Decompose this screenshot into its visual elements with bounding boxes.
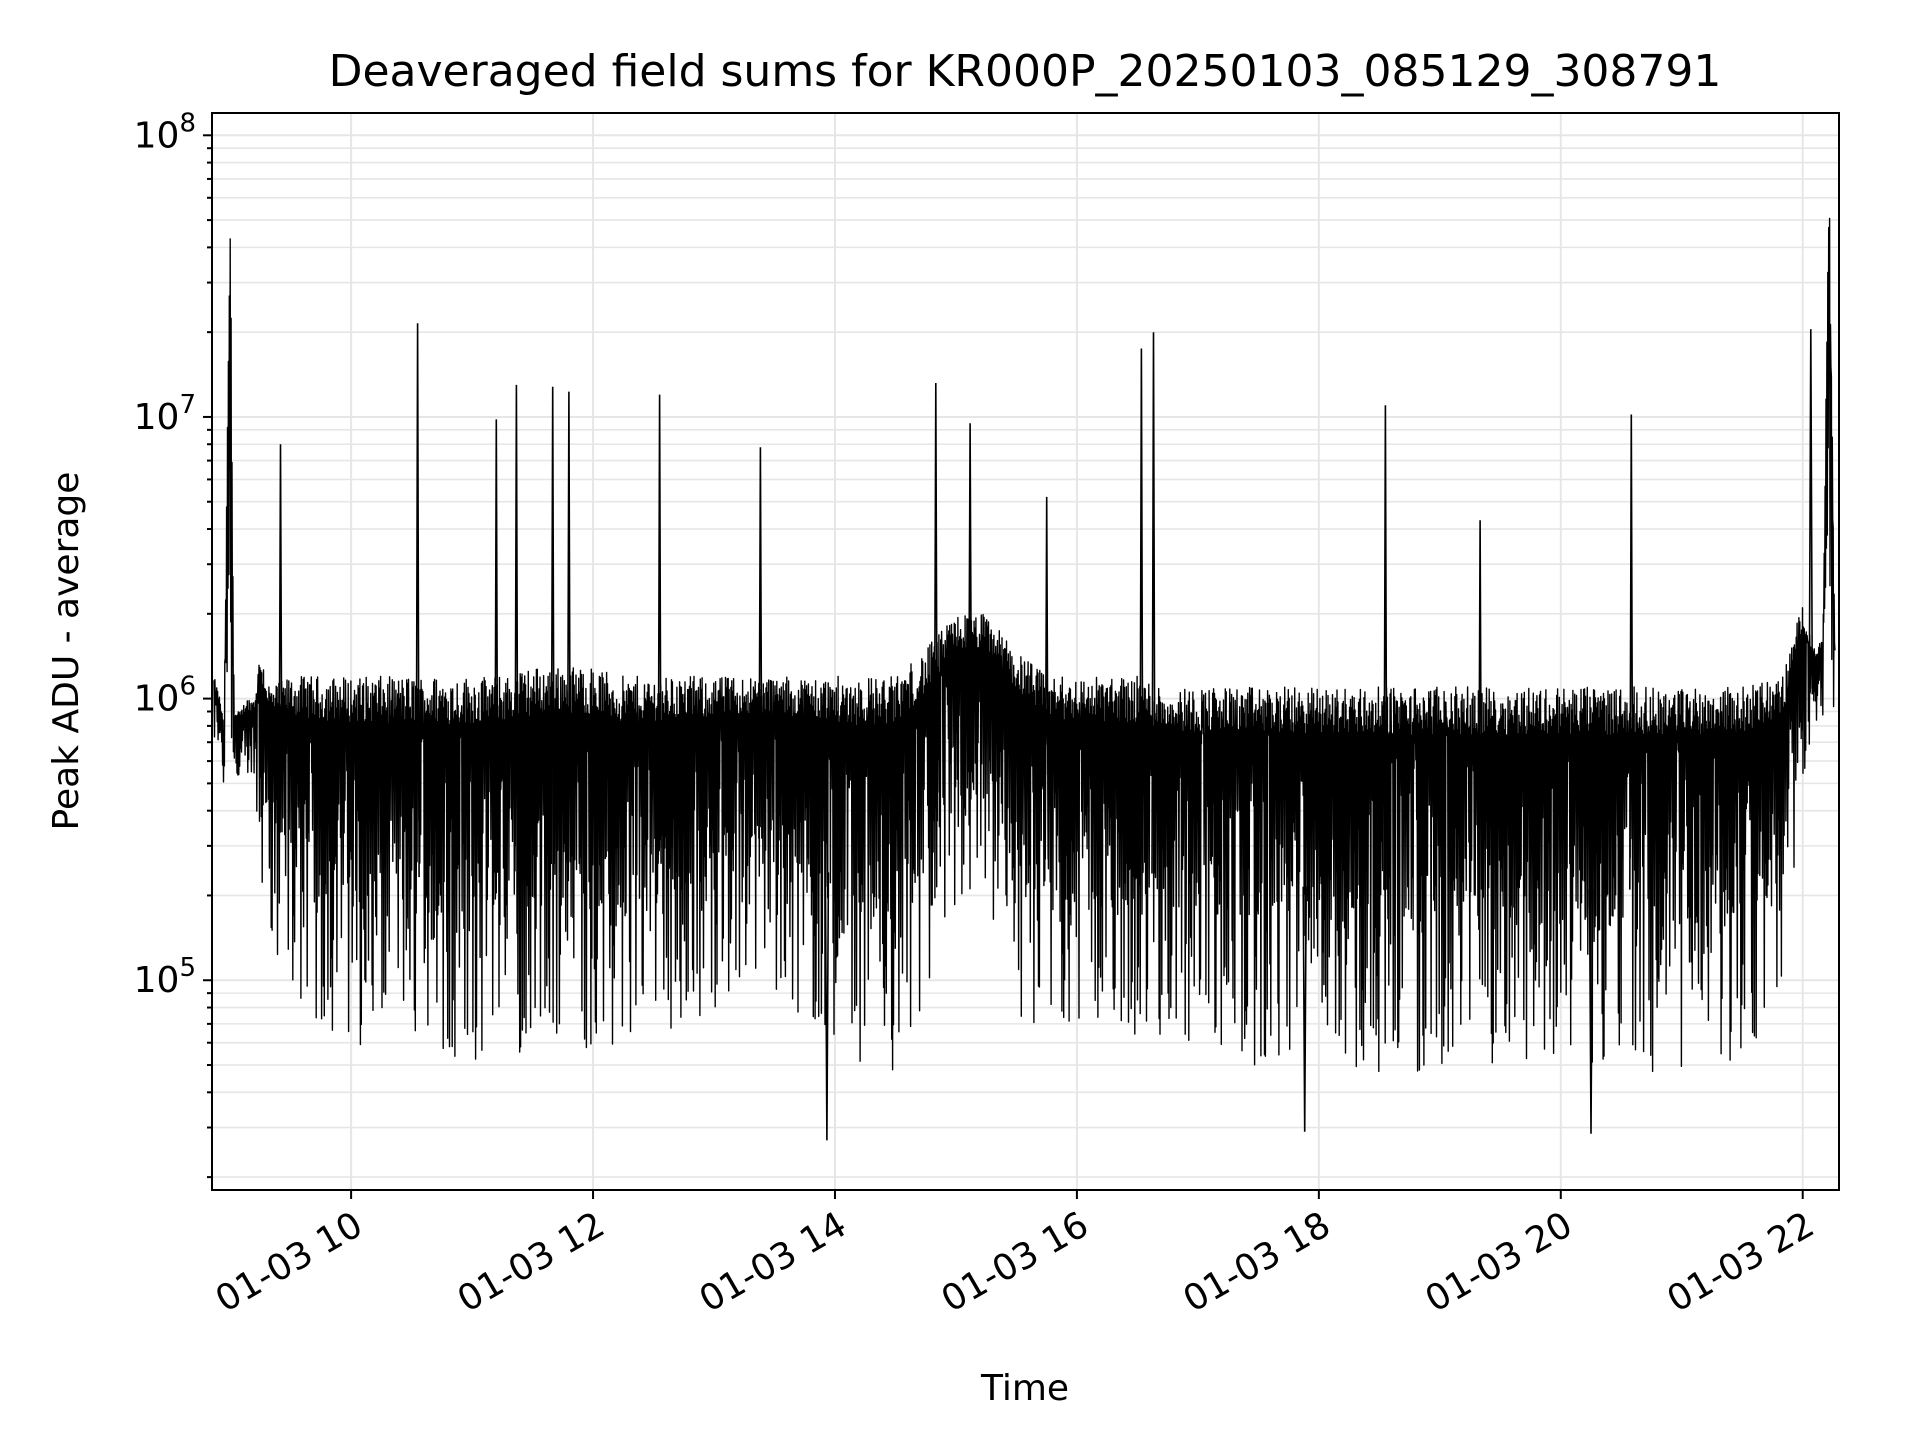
plot-area-frame — [211, 112, 1840, 1191]
spike-point — [1044, 496, 1049, 860]
y-axis-ticks — [203, 134, 212, 1179]
spike-point — [1151, 332, 1156, 874]
spike-point — [933, 382, 939, 822]
signal-line — [213, 217, 1836, 1073]
spike-point — [758, 447, 763, 839]
spike-point — [278, 444, 283, 833]
y-tick-label: 105 — [134, 953, 196, 1001]
y-tick-label: 108 — [134, 108, 196, 156]
y-axis-label: Peak ADU - average — [46, 472, 87, 831]
spike-point — [1139, 348, 1144, 872]
spike-point — [1383, 405, 1388, 890]
spike-point — [967, 423, 973, 773]
spike-point — [1629, 414, 1634, 890]
plot-series — [213, 217, 1836, 1141]
spike-point — [415, 323, 420, 878]
spike-point — [1477, 520, 1483, 890]
spike-point — [1808, 329, 1814, 695]
chart-title: Deaveraged field sums for KR000P_2025010… — [329, 46, 1722, 97]
spike-point — [494, 419, 499, 873]
spike-point — [566, 391, 572, 863]
spike-point — [657, 394, 662, 864]
dip-point — [1588, 889, 1594, 1134]
spike-point — [514, 384, 519, 872]
y-tick-label: 107 — [134, 390, 196, 438]
dip-point — [824, 872, 830, 1141]
dip-point — [1302, 886, 1307, 1132]
x-axis-label: Time — [980, 1368, 1069, 1409]
y-tick-label: 106 — [134, 672, 196, 720]
spike-point — [550, 386, 555, 865]
